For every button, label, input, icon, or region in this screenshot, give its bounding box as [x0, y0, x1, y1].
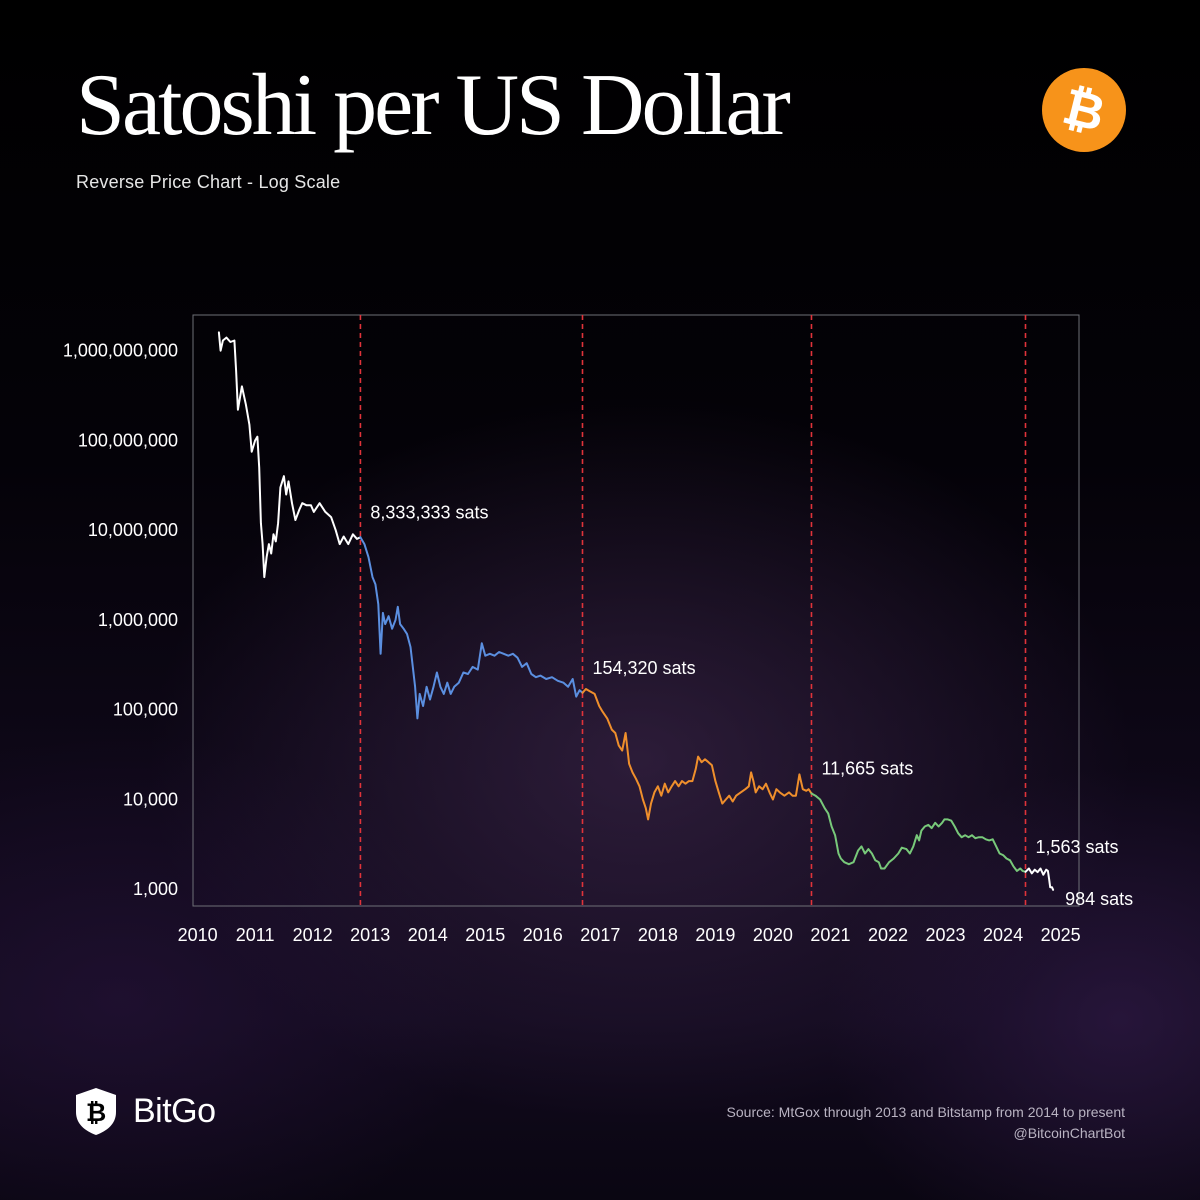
y-tick-label: 100,000,000: [78, 430, 178, 450]
x-tick-label: 2021: [810, 925, 850, 945]
source-note: Source: MtGox through 2013 and Bitstamp …: [726, 1104, 1125, 1120]
x-tick-label: 2013: [350, 925, 390, 945]
page-title: Satoshi per US Dollar: [76, 57, 791, 154]
halving-annotation: 154,320 sats: [592, 658, 695, 678]
chart: 1,000 10,000 100,000 1,000,000 10,000,000 100…: [63, 314, 1133, 945]
x-tick-label: 2018: [638, 925, 678, 945]
series-line: [217, 331, 362, 579]
x-tick-label: 2024: [983, 925, 1023, 945]
x-tick-label: 2015: [465, 925, 505, 945]
bitgo-shield-icon: ₿: [76, 1088, 116, 1135]
footer: Source: MtGox through 2013 and Bitstamp …: [727, 1102, 1125, 1144]
x-tick-label: 2016: [523, 925, 563, 945]
twitter-handle: @BitcoinChartBot: [1013, 1125, 1125, 1141]
svg-text:₿: ₿: [86, 1098, 106, 1127]
y-tick-label: 1,000: [133, 879, 178, 899]
y-tick-label: 100,000: [113, 700, 178, 720]
plot-area-border: [192, 314, 1080, 907]
brand-name: BitGo: [133, 1091, 216, 1130]
x-tick-label: 2023: [926, 925, 966, 945]
halving-annotation: 11,665 sats: [821, 758, 913, 778]
y-tick-label: 1,000,000: [98, 610, 178, 630]
bitgo-brand: ₿ BitGo: [73, 1086, 216, 1136]
halving-annotation: 1,563 sats: [1035, 837, 1118, 857]
x-tick-label: 2012: [293, 925, 333, 945]
x-tick-label: 2010: [178, 925, 218, 945]
y-tick-label: 1,000,000,000: [63, 341, 178, 361]
bitcoin-icon: ₿: [1042, 68, 1126, 152]
x-tick-label: 2011: [236, 925, 275, 945]
series-line: [581, 688, 813, 821]
y-tick-label: 10,000,000: [88, 520, 178, 540]
series-line: [810, 792, 1027, 873]
series-line: [1024, 867, 1055, 891]
x-tick-label: 2017: [580, 925, 620, 945]
x-tick-label: 2025: [1041, 925, 1081, 945]
x-tick-label: 2019: [695, 925, 735, 945]
end-annotation: 984 sats: [1065, 889, 1133, 909]
series-line: [359, 536, 584, 720]
x-tick-label: 2022: [868, 925, 908, 945]
x-tick-label: 2014: [408, 925, 448, 945]
page-subtitle: Reverse Price Chart - Log Scale: [76, 172, 341, 192]
x-tick-label: 2020: [753, 925, 793, 945]
y-tick-label: 10,000: [123, 789, 178, 809]
halving-annotation: 8,333,333 sats: [370, 502, 488, 522]
